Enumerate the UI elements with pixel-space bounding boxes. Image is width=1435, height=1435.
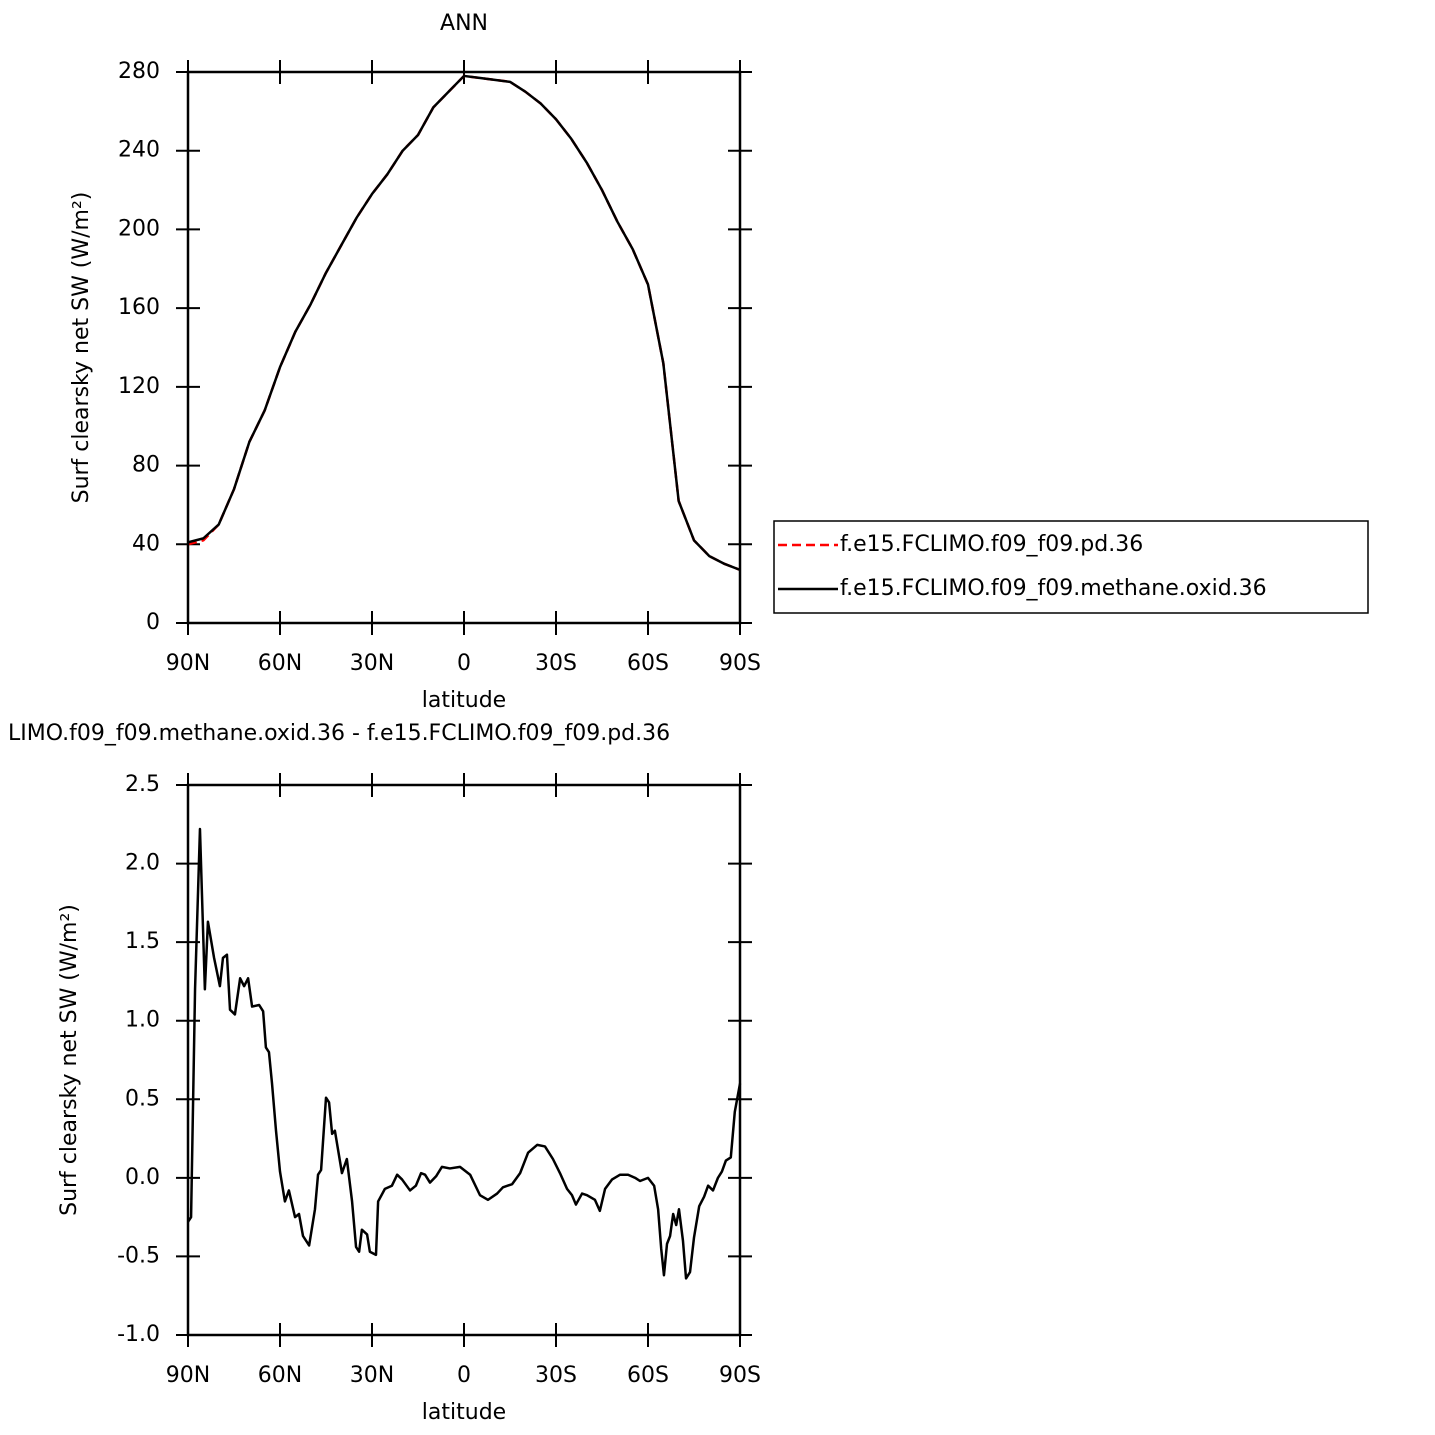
y-tick-label: 80 [132, 453, 160, 478]
data-line [186, 827, 742, 1280]
y-tick-label: 2.0 [125, 851, 160, 876]
x-tick-label: 60N [258, 651, 302, 676]
chart-title: ANN [440, 11, 488, 36]
y-tick-label: 0 [146, 610, 160, 635]
y-tick-label: 240 [118, 138, 160, 163]
x-tick-label: 60S [627, 651, 669, 676]
x-tick-label: 30S [535, 651, 577, 676]
x-tick-label: 60S [627, 1363, 669, 1388]
y-tick-label: 40 [132, 531, 160, 556]
x-tick-label: 60N [258, 1363, 302, 1388]
y-tick-label: -1.0 [117, 1322, 160, 1347]
y-axis-label: Surf clearsky net SW (W/m²) [57, 904, 82, 1216]
legend-box [773, 520, 1369, 614]
y-axis-label: Surf clearsky net SW (W/m²) [69, 192, 94, 504]
x-tick-label: 90S [719, 651, 761, 676]
y-tick-label: 0.5 [125, 1086, 160, 1111]
y-tick-label: 1.5 [125, 929, 160, 954]
y-tick-label: 160 [118, 295, 160, 320]
x-tick-label: 90N [166, 1363, 210, 1388]
plot-frame [186, 783, 742, 1337]
x-axis-label: latitude [422, 1400, 506, 1425]
y-tick-label: 200 [118, 216, 160, 241]
x-tick-label: 30N [350, 651, 394, 676]
y-tick-label: 1.0 [125, 1008, 160, 1033]
y-tick-label: 280 [118, 59, 160, 84]
x-tick-label: 30N [350, 1363, 394, 1388]
x-tick-label: 0 [457, 651, 471, 676]
legend-label: f.e15.FCLIMO.f09_f09.methane.oxid.36 [840, 576, 1267, 601]
plot-frame [186, 70, 742, 625]
x-tick-label: 90N [166, 651, 210, 676]
y-tick-label: -0.5 [117, 1243, 160, 1268]
x-tick-label: 30S [535, 1363, 577, 1388]
x-axis-label: latitude [422, 688, 506, 713]
chart-title: LIMO.f09_f09.methane.oxid.36 - f.e15.FCL… [8, 721, 670, 746]
legend-label: f.e15.FCLIMO.f09_f09.pd.36 [840, 532, 1143, 557]
y-tick-label: 0.0 [125, 1165, 160, 1190]
y-tick-label: 2.5 [125, 772, 160, 797]
y-tick-label: 120 [118, 374, 160, 399]
x-tick-label: 90S [719, 1363, 761, 1388]
x-tick-label: 0 [457, 1363, 471, 1388]
data-line [187, 74, 741, 572]
data-line [187, 74, 741, 572]
